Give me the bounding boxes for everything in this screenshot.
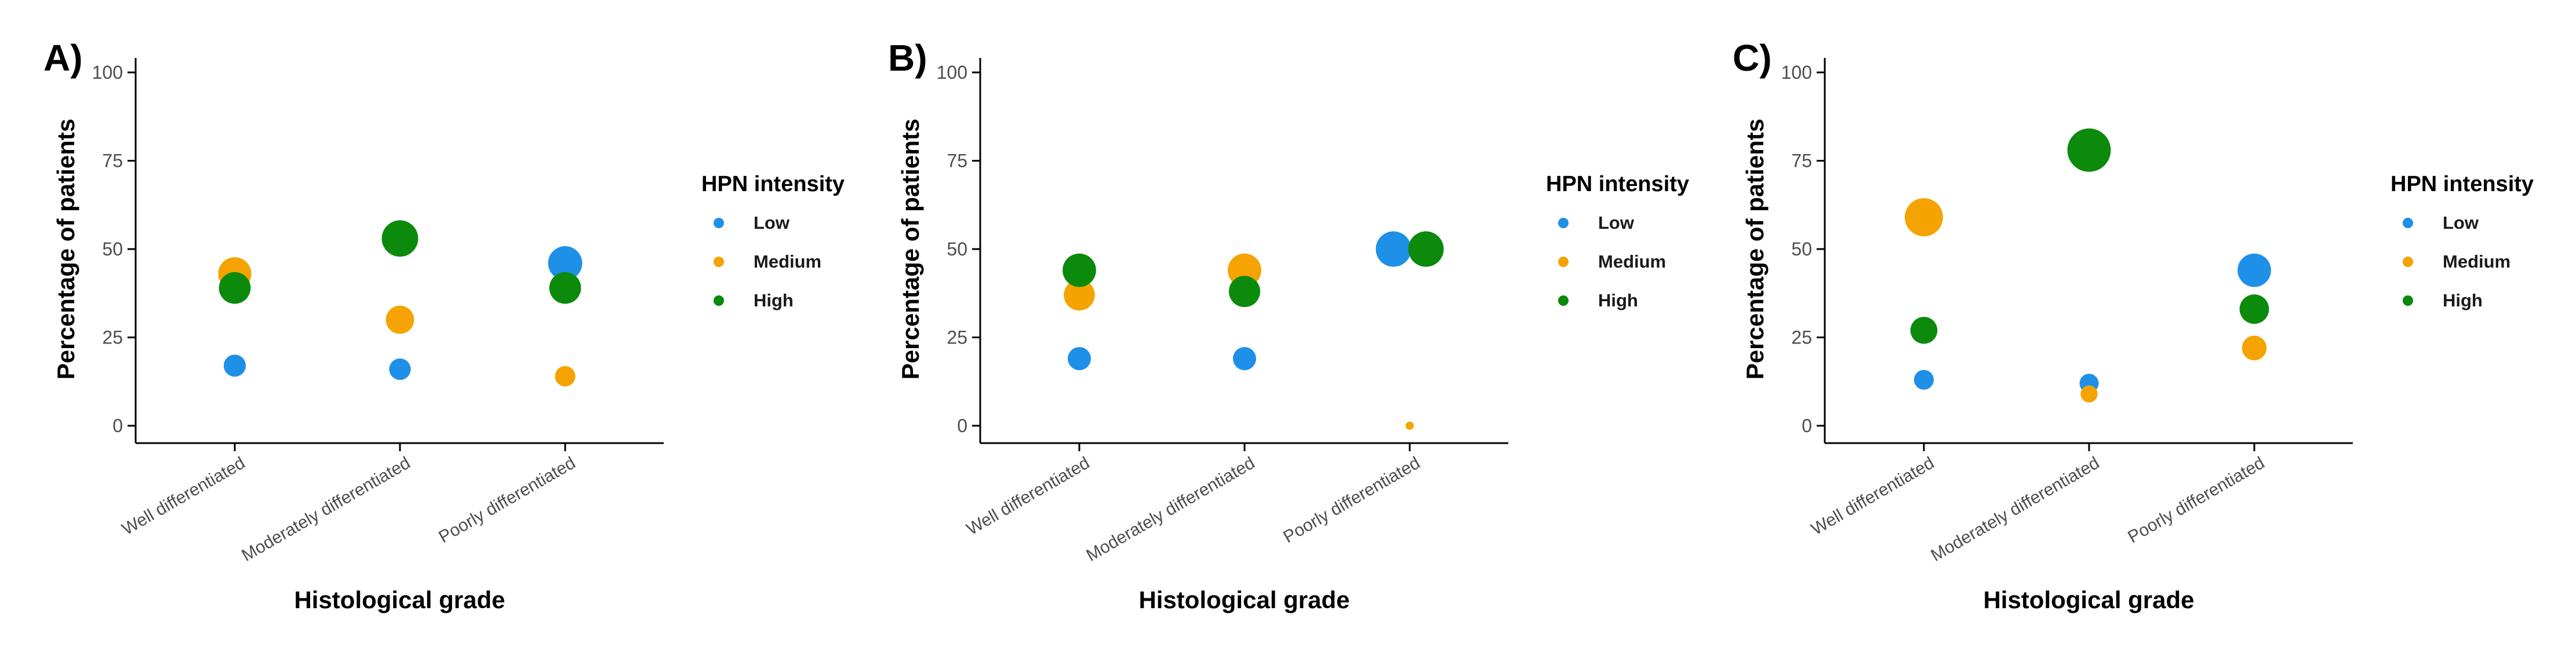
x-tick-label: Moderately differentiated <box>1083 453 1258 565</box>
y-tick-label: 75 <box>1791 151 1812 171</box>
point-high-2 <box>549 272 581 304</box>
x-tick-label: Poorly differentiated <box>1280 453 1423 547</box>
point-low-2 <box>548 246 583 280</box>
point-low-0 <box>223 354 246 377</box>
legend-label-low: Low <box>1598 213 1635 233</box>
legend-title: HPN intensity <box>2391 172 2534 196</box>
y-tick-label: 75 <box>102 151 123 171</box>
y-axis-title: Percentage of patients <box>1741 119 1769 379</box>
point-medium-0 <box>1905 198 1943 237</box>
panel-label: A) <box>43 37 83 79</box>
y-tick-label: 0 <box>1802 415 1812 436</box>
legend-title: HPN intensity <box>701 172 845 196</box>
y-tick-label: 100 <box>92 62 123 83</box>
legend-dot-low <box>714 218 724 228</box>
y-tick-label: 100 <box>937 62 967 83</box>
x-tick-label: Poorly differentiated <box>435 453 578 547</box>
point-high-1 <box>2067 128 2111 172</box>
point-low-0 <box>1068 347 1091 371</box>
panel-2: C) 0 25 50 75 100 Well differentiatedModeratel… <box>1733 37 2534 613</box>
panel-label: C) <box>1733 37 1772 79</box>
point-low-1 <box>389 358 411 381</box>
y-axis-title: Percentage of patients <box>52 119 79 379</box>
point-medium-0 <box>1064 279 1095 311</box>
legend-dot-high <box>2403 295 2413 306</box>
y-tick-label: 50 <box>102 239 123 259</box>
y-tick-label: 50 <box>947 239 967 259</box>
point-medium-1 <box>2080 385 2098 403</box>
x-axis-title: Histological grade <box>1983 586 2194 613</box>
x-tick-label: Well differentiated <box>1808 453 1938 539</box>
y-tick-label: 75 <box>947 151 967 171</box>
panel-1: B) 0 25 50 75 100 Well differentiatedModeratel… <box>888 37 1689 613</box>
x-axis-title: Histological grade <box>1138 586 1349 613</box>
legend-dot-high <box>1558 295 1569 306</box>
point-high-0 <box>1063 253 1096 287</box>
legend-dot-low <box>1558 218 1569 228</box>
y-tick-label: 0 <box>957 415 967 436</box>
legend-dot-low <box>2403 218 2413 228</box>
point-high-0 <box>1910 317 1938 344</box>
y-axis-title: Percentage of patients <box>897 119 924 379</box>
legend-label-medium: Medium <box>2443 251 2510 272</box>
legend-dot-medium <box>714 257 724 267</box>
x-tick-label: Moderately differentiated <box>1928 453 2103 565</box>
point-high-1 <box>1228 276 1261 308</box>
x-tick-label: Well differentiated <box>963 453 1093 539</box>
y-tick-label: 0 <box>112 415 123 436</box>
point-medium-2 <box>555 366 576 387</box>
y-tick-label: 25 <box>102 327 123 348</box>
point-low-2 <box>1376 231 1411 267</box>
y-tick-label: 100 <box>1781 62 1812 83</box>
legend-dot-medium <box>2403 257 2413 267</box>
legend-label-medium: Medium <box>754 251 821 272</box>
x-axis-title: Histological grade <box>294 586 505 613</box>
panel-0: A) 0 25 50 75 100 Well differentiatedModeratel… <box>43 37 845 613</box>
legend-dot-medium <box>1558 257 1569 267</box>
point-high-0 <box>219 272 251 304</box>
y-tick-label: 25 <box>947 327 967 348</box>
y-tick-label: 50 <box>1791 239 1812 259</box>
panel-label: B) <box>888 37 927 79</box>
x-tick-label: Moderately differentiated <box>239 453 414 565</box>
point-medium-2 <box>1406 422 1414 430</box>
point-low-1 <box>1233 347 1256 371</box>
legend-label-high: High <box>2443 290 2483 310</box>
legend-title: HPN intensity <box>1546 172 1689 196</box>
point-high-2 <box>2239 294 2269 324</box>
x-tick-label: Well differentiated <box>119 453 249 539</box>
point-medium-1 <box>385 305 414 334</box>
legend-label-low: Low <box>2443 213 2479 233</box>
point-medium-2 <box>2242 335 2267 361</box>
legend-label-medium: Medium <box>1598 251 1666 272</box>
y-tick-label: 25 <box>1791 327 1812 348</box>
legend-label-low: Low <box>754 213 790 233</box>
point-low-2 <box>2237 253 2271 287</box>
point-high-1 <box>381 220 419 257</box>
legend-dot-high <box>714 295 724 306</box>
point-high-2 <box>1408 231 1444 267</box>
legend-label-high: High <box>1598 290 1638 310</box>
point-low-0 <box>1913 370 1934 390</box>
legend-label-high: High <box>754 290 794 310</box>
x-tick-label: Poorly differentiated <box>2124 453 2268 547</box>
